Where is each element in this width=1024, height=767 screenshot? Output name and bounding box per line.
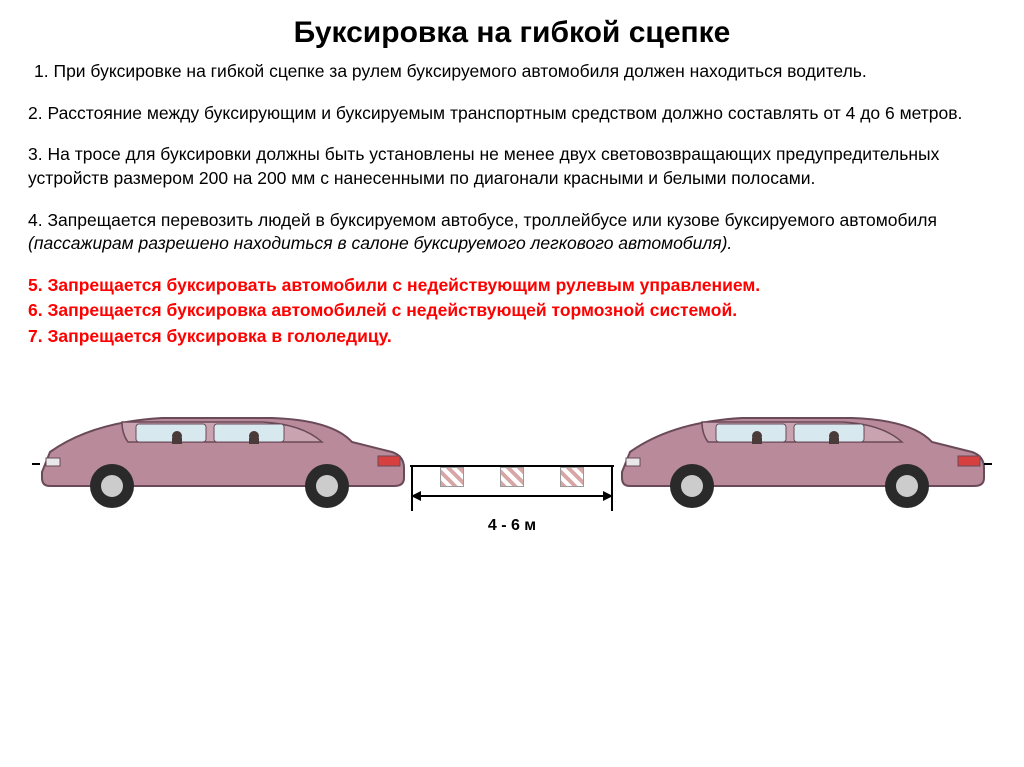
rule-7: 7. Запрещается буксировка в гололедицу. — [28, 325, 996, 349]
car-towed — [32, 394, 412, 509]
rule-3: 3. На тросе для буксировки должны быть у… — [28, 143, 996, 190]
rule-2-num: 2. — [28, 103, 43, 123]
warning-flag-icon — [560, 467, 584, 487]
rule-2-text: Расстояние между буксирующим и буксируем… — [47, 103, 962, 123]
rule-5: 5. Запрещается буксировать автомобили с … — [28, 274, 996, 298]
rule-1-num: 1. — [34, 61, 49, 81]
rule-4: 4. Запрещается перевозить людей в буксир… — [28, 209, 996, 256]
towing-diagram: 4 - 6 м — [32, 359, 992, 549]
warning-flag-icon — [500, 467, 524, 487]
rule-4-text-a: Запрещается перевозить людей в буксируем… — [47, 210, 937, 230]
dimension-line — [412, 491, 612, 511]
rule-6: 6. Запрещается буксировка автомобилей с … — [28, 299, 996, 323]
page-title: Буксировка на гибкой сцепке — [28, 16, 996, 50]
rule-3-num: 3. — [28, 144, 43, 164]
dimension-label: 4 - 6 м — [412, 517, 612, 535]
rule-3-text: На тросе для буксировки должны быть уста… — [28, 144, 939, 188]
car-towing — [612, 394, 992, 509]
warning-flag-icon — [440, 467, 464, 487]
rule-4-text-b: (пассажирам разрешено находиться в салон… — [28, 233, 732, 253]
rule-1-text: При буксировке на гибкой сцепке за рулем… — [53, 61, 866, 81]
rule-1: 1. При буксировке на гибкой сцепке за ру… — [28, 60, 996, 84]
rule-2: 2. Расстояние между буксирующим и буксир… — [28, 102, 996, 126]
rule-4-num: 4. — [28, 210, 43, 230]
